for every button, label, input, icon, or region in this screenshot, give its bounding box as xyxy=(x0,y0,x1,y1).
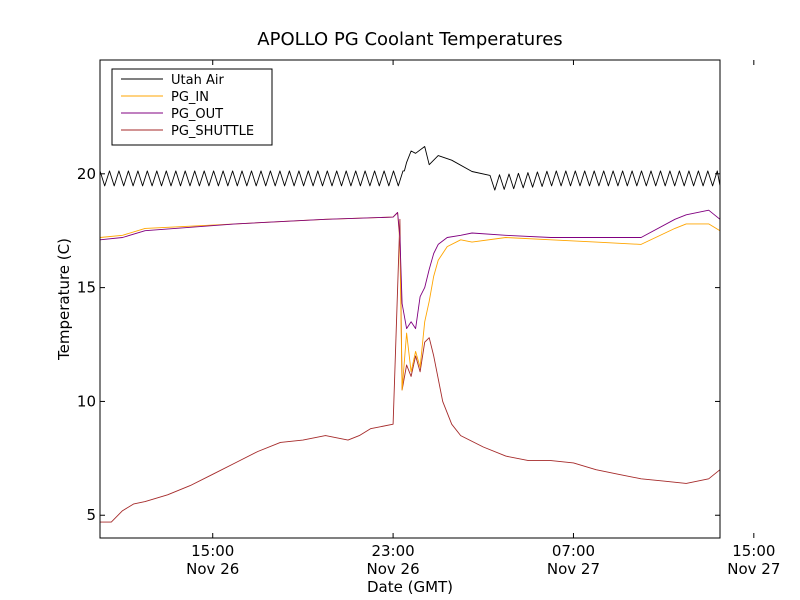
x-tick-date-label: Nov 26 xyxy=(367,560,420,578)
y-tick-label: 20 xyxy=(77,165,96,183)
x-axis-label: Date (GMT) xyxy=(367,578,453,596)
chart-title: APOLLO PG Coolant Temperatures xyxy=(257,29,562,50)
series-line-pg-out xyxy=(99,209,721,330)
x-tick-time-label: 15:00 xyxy=(732,542,775,560)
x-tick-date-label: Nov 27 xyxy=(727,560,780,578)
series-line-utah-air xyxy=(99,146,721,191)
x-tick-date-label: Nov 27 xyxy=(547,560,600,578)
series-line-pg-shuttle xyxy=(100,218,721,523)
plot-frame xyxy=(99,59,721,539)
legend-label-pg-in: PG_IN xyxy=(171,90,209,105)
legend-label-pg-out: PG_OUT xyxy=(171,107,223,122)
series-layer xyxy=(99,146,721,523)
y-axis-label: Temperature (C) xyxy=(55,238,73,361)
y-tick-label: 5 xyxy=(86,506,96,524)
legend: Utah Air PG_IN PG_OUT PG_SHUTTLE xyxy=(111,68,273,146)
y-tick-label: 15 xyxy=(77,279,96,297)
x-tick-time-label: 07:00 xyxy=(552,542,595,560)
legend-label-utah-air: Utah Air xyxy=(171,73,224,88)
legend-box xyxy=(111,68,273,146)
legend-label-pg-shuttle: PG_SHUTTLE xyxy=(171,124,254,139)
x-tick-time-label: 23:00 xyxy=(371,542,414,560)
x-tick-time-label: 15:00 xyxy=(191,542,234,560)
x-tick-date-label: Nov 26 xyxy=(186,560,239,578)
y-tick-label: 10 xyxy=(77,392,96,410)
